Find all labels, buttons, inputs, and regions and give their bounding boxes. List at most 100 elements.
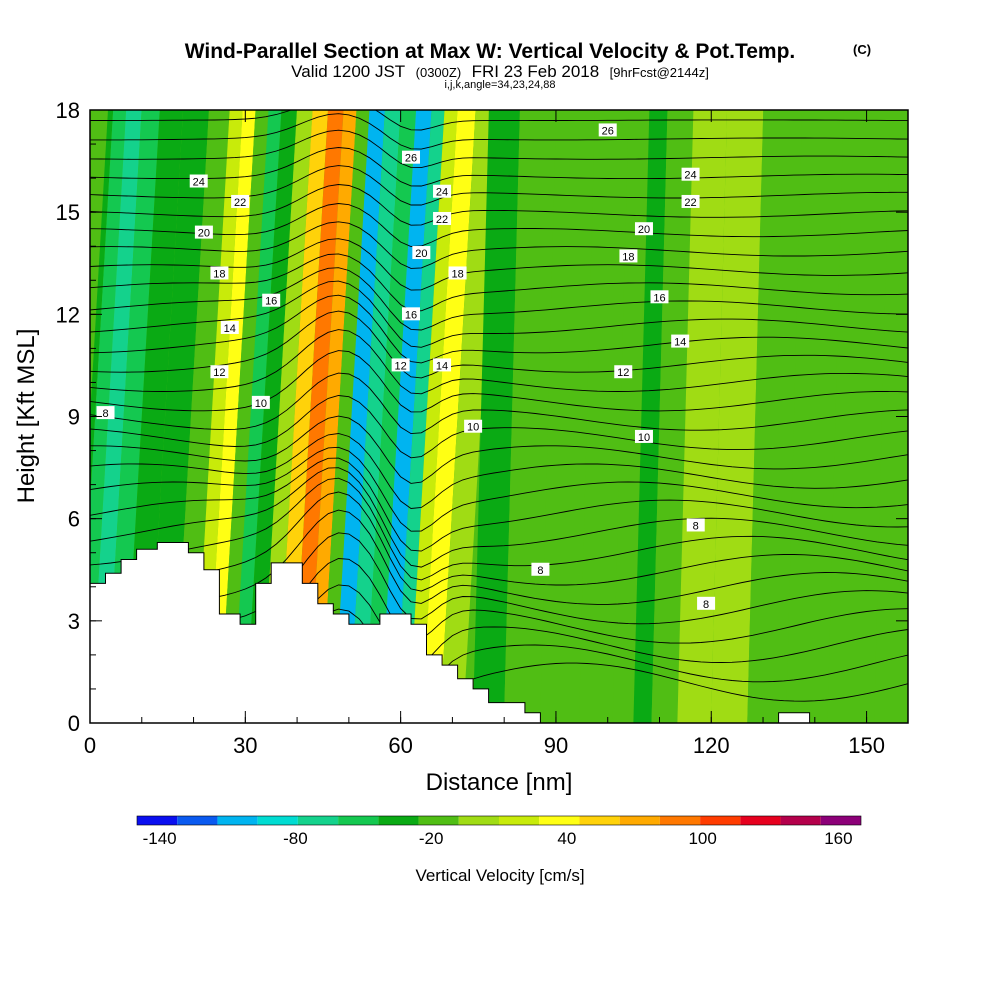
isentrope-line	[90, 113, 908, 150]
subtitle-valid: Valid 1200 JST	[291, 62, 405, 81]
contour-label: 16	[262, 293, 281, 308]
isentrope-line	[90, 280, 908, 348]
contour-label: 16	[401, 307, 420, 321]
contour-label-text: 22	[684, 197, 696, 209]
x-tick-label: 60	[388, 733, 412, 758]
isentrope-line	[90, 350, 908, 413]
velocity-band	[245, 110, 297, 723]
velocity-band	[677, 110, 728, 723]
velocity-band	[364, 110, 417, 723]
contour-label-text: 10	[467, 422, 479, 434]
potential-temperature-contours	[90, 110, 908, 723]
isentrope-line	[90, 203, 908, 247]
contour-label: 18	[448, 266, 467, 280]
y-tick-label: 9	[68, 405, 80, 430]
contour-label-text: 22	[436, 214, 448, 226]
x-tick-label: 0	[84, 733, 96, 758]
contour-label: 22	[231, 194, 250, 209]
contour-label-bg	[697, 596, 716, 610]
contour-label-bg	[531, 562, 550, 576]
colorbar-swatch	[539, 816, 580, 825]
contour-label-bg	[433, 211, 452, 225]
velocity-band	[612, 110, 650, 723]
subtitle-forecast: [9hrFcst@2144z]	[610, 65, 709, 80]
velocity-band	[232, 110, 282, 723]
x-tick-label: 120	[693, 733, 730, 758]
contour-label: 26	[401, 150, 420, 165]
subtitle-zulu: (0300Z)	[416, 65, 462, 80]
contour-label-text: 20	[638, 224, 650, 236]
contour-label-text: 24	[684, 170, 696, 182]
contour-label-bg	[220, 320, 239, 334]
x-axis-label: Distance [nm]	[426, 769, 573, 796]
colorbar-swatch	[700, 816, 741, 825]
isentrope-line	[90, 477, 908, 581]
contour-label-bg	[412, 246, 431, 260]
contour-label-bg	[614, 365, 633, 379]
contour-label-text: 24	[436, 187, 448, 199]
colorbar-swatch	[458, 816, 499, 825]
contour-label: 26	[598, 123, 617, 137]
isentrope-line	[90, 165, 908, 206]
contour-label-bg	[231, 194, 250, 208]
subtitle-date: FRI 23 Feb 2018	[472, 62, 600, 81]
isentrope-line	[90, 184, 908, 226]
contour-label-bg	[464, 419, 483, 433]
contour-label-text: 14	[674, 337, 686, 349]
isentrope-line	[90, 110, 908, 131]
chart-title: Wind-Parallel Section at Max W: Vertical…	[185, 40, 796, 63]
contour-label-bg	[433, 184, 452, 198]
contour-label: 20	[634, 222, 653, 236]
y-axis-label: Height [Kft MSL]	[13, 329, 40, 504]
isentrope-line	[90, 467, 908, 568]
velocity-band	[320, 110, 370, 723]
contour-label-text: 8	[703, 599, 709, 611]
contour-label-bg	[251, 395, 270, 409]
contour-label-bg	[194, 225, 213, 239]
isentrope-line	[90, 395, 908, 459]
colorbar-swatch	[177, 816, 218, 825]
contour-label: 22	[433, 211, 452, 226]
contour-label-text: 8	[693, 520, 699, 532]
isentrope-line	[90, 446, 908, 532]
x-tick-label: 90	[544, 733, 568, 758]
contour-label-text: 26	[405, 153, 417, 165]
contour-label-text: 16	[405, 309, 417, 321]
x-tick-label: 150	[848, 733, 885, 758]
contour-label-text: 18	[451, 268, 463, 280]
velocity-band	[90, 110, 114, 505]
contour-label: 16	[650, 290, 669, 304]
isentrope-line	[90, 415, 908, 484]
contour-label-bg	[401, 150, 420, 164]
colorbar-swatch	[257, 816, 298, 825]
contour-label-text: 18	[622, 251, 634, 263]
contour-label: 24	[681, 167, 700, 182]
colorbar-swatch	[820, 816, 861, 825]
contour-label-text: 12	[395, 360, 407, 372]
contour-label-text: 24	[193, 177, 205, 189]
chart-subtitle: Valid 1200 JST (0300Z) FRI 23 Feb 2018 […	[291, 62, 709, 81]
contour-label-text: 12	[213, 367, 225, 379]
velocity-band	[747, 110, 803, 723]
isentrope-line	[90, 267, 908, 331]
contour-label-bg	[681, 194, 700, 208]
colorbar-swatch	[579, 816, 620, 825]
contour-label: 18	[619, 249, 638, 263]
contour-label-text: 12	[617, 367, 629, 379]
chart-title-suffix: (C)	[853, 42, 871, 57]
x-tick-label: 30	[233, 733, 257, 758]
y-axis: 0 3 6 9 12 15 18	[56, 98, 908, 736]
contour-label: 10	[634, 429, 653, 444]
contour-label: 12	[391, 358, 410, 372]
colorbar-swatch	[217, 816, 258, 825]
contour-label-bg	[681, 167, 700, 181]
contour-label: 18	[210, 266, 229, 280]
contour-label-bg	[96, 406, 115, 420]
y-tick-label: 6	[68, 507, 80, 532]
colorbar-swatch	[740, 816, 781, 825]
velocity-band	[219, 110, 269, 723]
velocity-band	[307, 110, 357, 723]
contour-label-text: 10	[255, 398, 267, 410]
contour-label-text: 8	[102, 408, 108, 420]
contour-label-text: 22	[234, 197, 246, 209]
